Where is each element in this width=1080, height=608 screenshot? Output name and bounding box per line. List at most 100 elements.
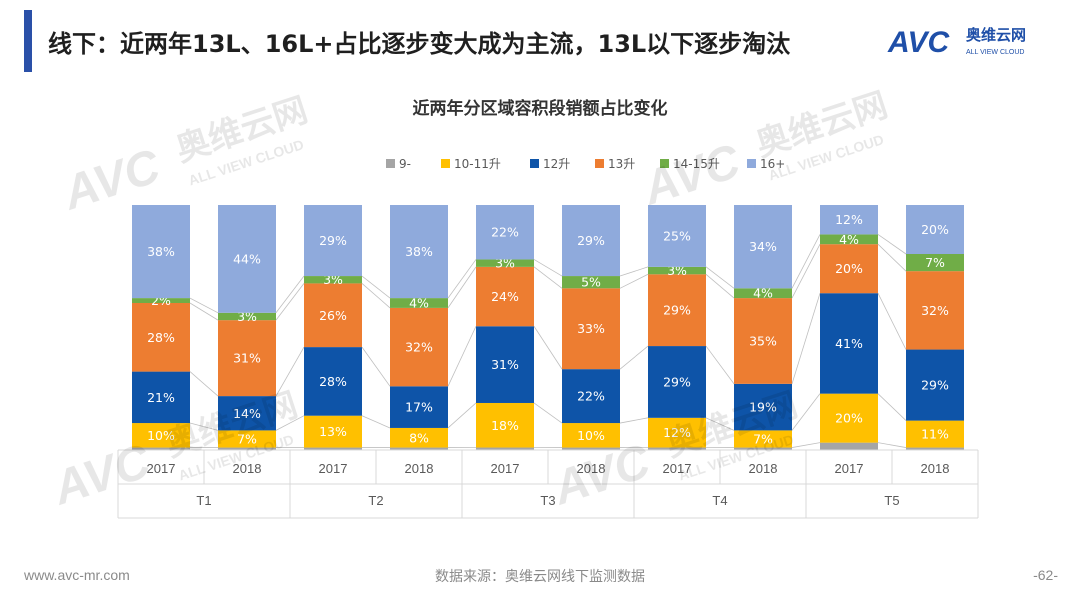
data-label: 20% [921,222,949,237]
bar-segment [906,254,964,272]
series-connector-line [877,243,907,272]
bar-segment [648,346,706,418]
data-label: 28% [147,330,175,345]
series-connector-line [447,326,477,387]
logo-en: ALL VIEW CLOUD [966,49,1024,56]
group-label: T5 [884,493,899,508]
bar-segment [476,402,534,448]
data-label: 38% [147,244,175,259]
x-tick-label: 2017 [835,461,864,476]
x-tick-label: 2017 [491,461,520,476]
data-label: 22% [491,225,519,240]
data-label: 28% [319,374,347,389]
legend-swatch [441,159,450,168]
series-connector-line [189,297,219,314]
logo-cn: 奥维云网 [966,26,1026,44]
bar-segment [218,312,276,321]
series-connector-line [619,273,649,289]
bar-segment [218,205,276,313]
series-connector-line [619,417,649,424]
title-accent-bar [24,10,32,72]
group-label: T4 [712,493,727,508]
series-connector-line [447,266,477,309]
bar-segment [562,276,620,289]
bar-segment [734,447,792,450]
bar-segment [648,205,706,267]
data-label: 7% [237,431,257,446]
bar-segment [390,427,448,448]
data-label: 25% [663,228,691,243]
data-label: 29% [921,378,949,393]
data-label: 22% [577,389,605,404]
series-connector-line [791,234,821,289]
avc-logo: AVC 奥维云网 ALL VIEW CLOUD [887,26,1026,59]
bar-segment [218,430,276,448]
logo-mark: AVC [887,26,950,59]
bar-segment [562,205,620,277]
series-connector-line [877,234,907,255]
legend-swatch [530,159,539,168]
data-label: 26% [319,308,347,323]
data-label: 21% [147,390,175,405]
bar-segment [820,442,878,450]
data-label: 34% [749,239,777,254]
data-label: 12% [663,425,691,440]
bar-segment [906,420,964,448]
data-label: 7% [925,255,945,270]
group-label: T3 [540,493,555,508]
series-connector-line [275,275,305,314]
bar-segment [390,307,448,387]
bar-segment [218,447,276,450]
data-label: 29% [319,233,347,248]
bar-segment [476,259,534,267]
legend-swatch [660,159,669,168]
series-connector-line [447,259,477,299]
bar-segment [218,396,276,431]
x-tick-label: 2017 [319,461,348,476]
bar-segment [476,326,534,403]
x-tick-label: 2018 [405,461,434,476]
bar-segment [390,205,448,299]
bar-segment [476,447,534,450]
bar-segment [304,447,362,450]
data-label: 5% [581,275,601,290]
data-label: 31% [233,351,261,366]
series-connector-line [533,402,563,424]
data-label: 29% [577,233,605,248]
series-connector-line [877,293,907,350]
data-label: 14% [233,406,261,421]
series-connector-line [361,346,391,387]
bar-segment [648,417,706,448]
series-connector-line [275,283,305,321]
series-connector-line [361,275,391,299]
bar-segment [304,205,362,277]
series-connector-line [189,422,219,431]
footer-website[interactable]: www.avc-mr.com [24,567,130,583]
bar-segment [132,298,190,303]
series-connector-line [447,402,477,429]
series-connector-line [705,345,735,385]
bar-segment [648,274,706,347]
legend-label: 14-15升 [673,157,720,171]
legend-label: 13升 [608,157,635,171]
legend-label: 16+ [760,157,785,171]
data-label: 19% [749,400,777,415]
data-label: 31% [491,357,519,372]
bar-segment [218,320,276,397]
data-label: 35% [749,333,777,348]
x-tick-label: 2018 [921,461,950,476]
data-label: 11% [921,427,949,442]
series-connector-line [791,442,821,448]
bar-segment [562,447,620,450]
bar-segment [734,383,792,431]
series-connector-line [791,244,821,299]
series-connector-line [189,371,219,397]
bar-segment [476,266,534,327]
x-tick-label: 2018 [233,461,262,476]
bar-segment [562,369,620,424]
data-label: 20% [835,261,863,276]
bar-segment [304,283,362,348]
bar-segment [906,349,964,421]
legend-label: 9- [399,157,411,171]
data-label: 7% [753,431,773,446]
